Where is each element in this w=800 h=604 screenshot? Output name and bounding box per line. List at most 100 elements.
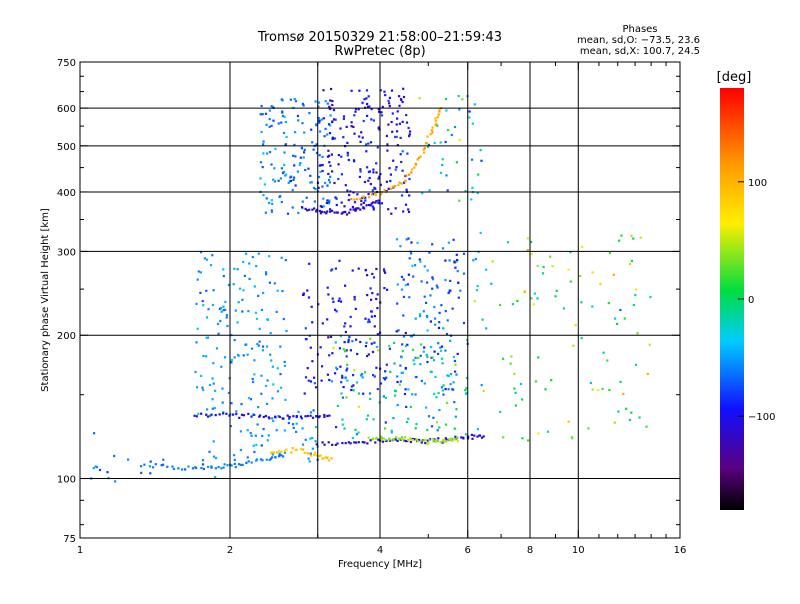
echo-point <box>394 207 397 210</box>
echo-point <box>399 98 403 101</box>
echo-point <box>527 439 530 442</box>
echo-point <box>438 409 441 412</box>
echo-point <box>400 356 403 359</box>
echo-point <box>197 270 200 273</box>
echo-point <box>344 350 347 353</box>
echo-point <box>511 303 514 306</box>
echo-point <box>390 431 393 434</box>
echo-point <box>301 427 304 430</box>
trace-point <box>411 439 414 442</box>
echo-point <box>195 302 198 305</box>
trace-point <box>437 113 440 116</box>
trace-point <box>323 443 326 446</box>
trace-point <box>374 201 377 204</box>
trace-point <box>237 463 241 466</box>
echo-point <box>366 294 369 297</box>
echo-point <box>304 438 307 441</box>
echo-point <box>425 301 428 304</box>
echo-point <box>350 385 353 388</box>
trace-point <box>450 437 453 440</box>
echo-point <box>628 262 632 265</box>
echo-point <box>645 425 648 428</box>
echo-point <box>223 356 227 359</box>
echo-point <box>404 203 408 206</box>
echo-point <box>326 102 329 105</box>
echo-point <box>266 439 269 442</box>
echo-point <box>239 448 242 452</box>
echo-point <box>372 168 375 171</box>
echo-point <box>455 408 458 411</box>
echo-point <box>425 406 428 409</box>
trace-point <box>451 439 454 442</box>
echo-point <box>388 96 391 99</box>
echo-point <box>210 466 213 469</box>
echo-point <box>407 237 410 240</box>
echo-point <box>354 307 357 310</box>
echo-point <box>405 121 409 124</box>
echo-point <box>292 426 295 429</box>
trace-point <box>400 436 403 439</box>
echo-point <box>419 315 422 318</box>
echo-point <box>337 177 340 181</box>
echo-point <box>293 98 296 101</box>
echo-point <box>388 105 391 108</box>
trace-point <box>413 166 416 169</box>
echo-point <box>569 280 572 283</box>
echo-point <box>331 137 334 140</box>
trace-point <box>308 208 311 211</box>
trace-point <box>272 451 275 454</box>
echo-point <box>299 162 302 165</box>
echo-point <box>284 398 287 401</box>
trace-point <box>317 455 320 458</box>
echo-point <box>383 378 387 381</box>
echo-point <box>215 347 219 350</box>
echo-point <box>289 176 292 179</box>
echo-point <box>323 135 326 138</box>
echo-point <box>429 320 432 323</box>
trace-point <box>232 413 235 416</box>
echo-point <box>446 374 449 377</box>
echo-point <box>346 363 349 366</box>
echo-point <box>233 458 236 461</box>
echo-point <box>472 259 475 262</box>
echo-point <box>365 341 368 344</box>
echo-point <box>379 183 382 186</box>
trace-point <box>341 442 344 445</box>
echo-point <box>261 434 264 438</box>
echo-point <box>208 383 212 387</box>
trace-point <box>404 440 408 443</box>
echo-point <box>242 260 245 264</box>
echo-point <box>219 307 223 310</box>
echo-point <box>407 126 410 130</box>
echo-point <box>438 426 441 429</box>
echo-point <box>426 329 429 332</box>
echo-point <box>326 155 330 158</box>
trace-point <box>265 458 268 461</box>
echo-point <box>365 150 368 153</box>
echo-point <box>435 284 438 287</box>
echo-point <box>307 296 311 299</box>
trace-point <box>270 451 274 454</box>
trace-point <box>398 437 401 440</box>
echo-point <box>402 87 405 90</box>
trace-point <box>292 415 295 418</box>
echo-point <box>281 110 284 113</box>
echo-point <box>402 335 405 338</box>
trace-point <box>151 466 155 469</box>
echo-point <box>328 178 331 181</box>
echo-point <box>260 130 263 134</box>
trace-point <box>222 466 225 469</box>
trace-point <box>396 439 399 442</box>
echo-point <box>217 332 220 335</box>
trace-point <box>307 452 310 455</box>
trace-point <box>210 465 213 468</box>
trace-point <box>205 413 208 416</box>
trace-point <box>414 162 417 165</box>
echo-point <box>271 365 274 368</box>
echo-point <box>380 114 384 117</box>
echo-point <box>376 388 379 391</box>
echo-point <box>607 302 610 305</box>
echo-point <box>224 300 227 303</box>
trace-point <box>419 155 422 158</box>
echo-point <box>405 114 408 117</box>
